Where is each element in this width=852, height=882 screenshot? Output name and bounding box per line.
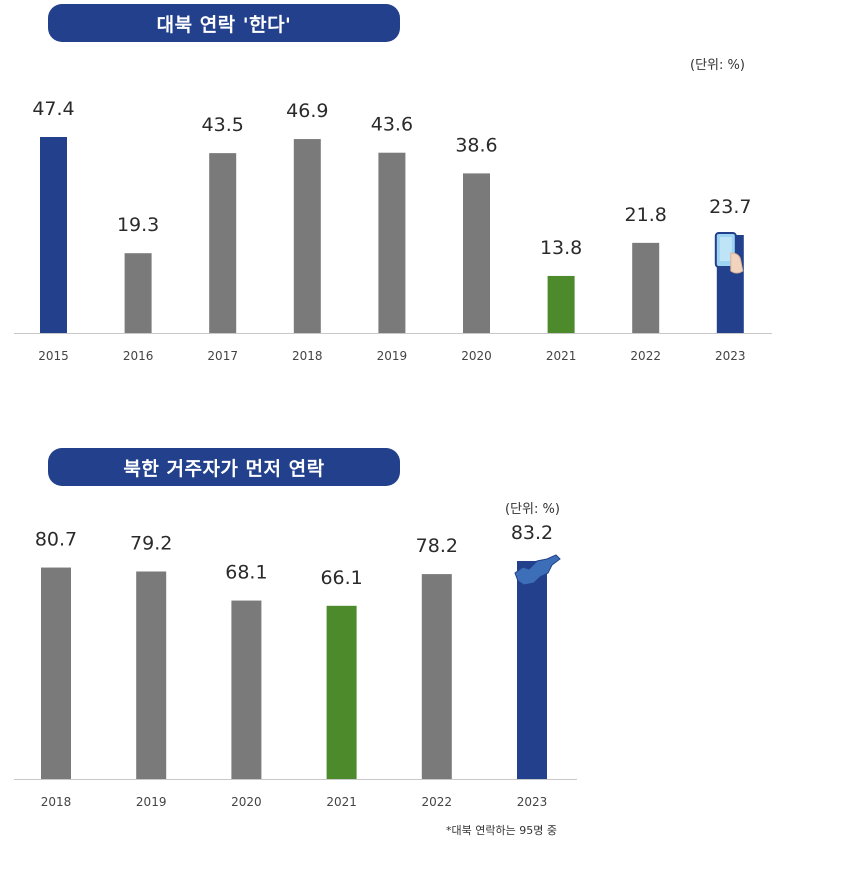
chart2-category-label-2021: 2021	[326, 795, 357, 809]
chart1-value-label-2021: 13.8	[540, 237, 582, 259]
chart1-category-label-2019: 2019	[377, 349, 408, 363]
chart1-bar-2022	[632, 242, 660, 333]
chart2-title: 북한 거주자가 먼저 연락	[123, 457, 325, 480]
chart1-bar-2021	[547, 275, 575, 333]
chart1-bar-2018	[293, 139, 321, 333]
chart2-category-label-2020: 2020	[231, 795, 262, 809]
chart1-title: 대북 연락 '한다'	[156, 13, 292, 36]
chart2-unit-label: (단위: %)	[505, 502, 560, 517]
chart2-bar-2020	[231, 600, 262, 779]
chart2-category-label-2018: 2018	[41, 795, 72, 809]
chart1-category-label-2018: 2018	[292, 349, 323, 363]
chart2-footnote: *대북 연락하는 95명 중	[446, 824, 557, 837]
chart1-value-label-2018: 46.9	[286, 100, 328, 122]
chart1-category-label-2023: 2023	[715, 349, 746, 363]
chart2-value-label-2019: 79.2	[130, 532, 172, 554]
chart1-value-label-2020: 38.6	[455, 134, 497, 156]
chart2-bar-2023	[517, 561, 547, 779]
hand-icon	[730, 252, 744, 274]
chart2-bar-2018	[41, 567, 71, 779]
chart1-category-label-2015: 2015	[38, 349, 69, 363]
chart1-category-label-2016: 2016	[123, 349, 154, 363]
chart2-value-label-2020: 68.1	[225, 562, 267, 584]
chart1-category-label-2020: 2020	[461, 349, 492, 363]
chart1-category-label-2021: 2021	[546, 349, 577, 363]
chart2-bar-2021	[326, 605, 357, 779]
chart2-bar-2019	[136, 571, 167, 779]
chart1-value-label-2017: 43.5	[202, 114, 244, 136]
chart1-value-label-2016: 19.3	[117, 214, 159, 236]
chart1-bar-2020	[463, 173, 490, 333]
chart1-category-label-2022: 2022	[630, 349, 661, 363]
chart2-value-label-2021: 66.1	[320, 567, 362, 589]
chart1-value-label-2019: 43.6	[371, 114, 413, 136]
chart1-unit-label: (단위: %)	[690, 58, 745, 73]
chart2-value-label-2018: 80.7	[35, 529, 77, 551]
chart2-title-pill: 북한 거주자가 먼저 연락	[48, 448, 400, 486]
chart1-category-label-2017: 2017	[207, 349, 238, 363]
chart2-bar-2022	[421, 574, 452, 779]
chart1-bar-2017	[209, 153, 237, 333]
chart1-value-label-2022: 21.8	[625, 204, 667, 226]
chart1-value-label-2015: 47.4	[32, 98, 74, 120]
north-korea-map-icon	[514, 554, 561, 586]
chart1-bar-2019	[378, 152, 406, 333]
chart1-bar-2015	[40, 137, 67, 333]
phone-screen-icon	[719, 237, 732, 261]
chart2-category-label-2023: 2023	[517, 795, 548, 809]
chart2-category-label-2022: 2022	[422, 795, 453, 809]
chart1-title-pill: 대북 연락 '한다'	[48, 4, 400, 42]
chart2-category-label-2019: 2019	[136, 795, 167, 809]
chart1-bar-2016	[124, 253, 152, 333]
chart2-value-label-2023: 83.2	[511, 522, 553, 544]
chart2-value-label-2022: 78.2	[416, 535, 458, 557]
chart1-value-label-2023: 23.7	[709, 196, 751, 218]
